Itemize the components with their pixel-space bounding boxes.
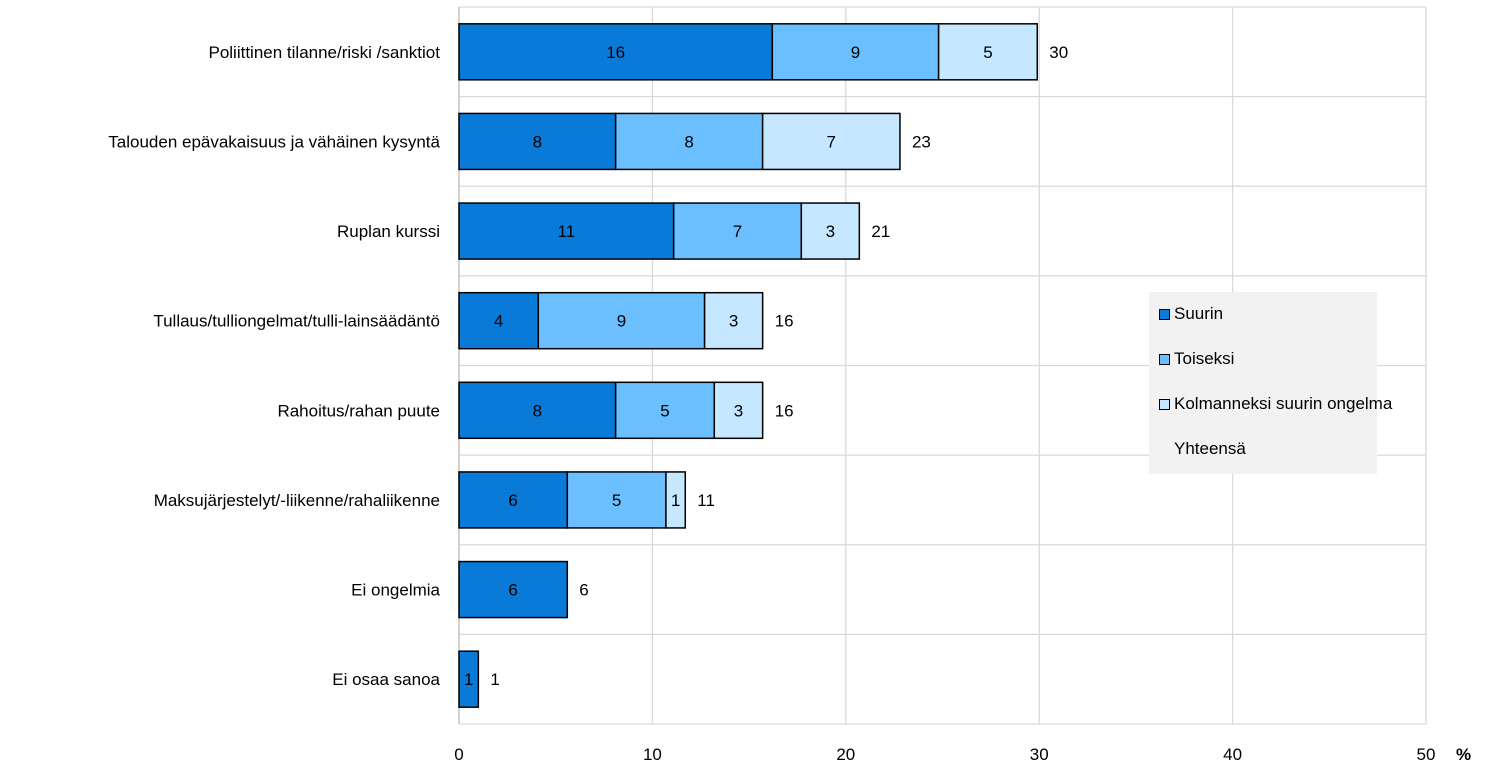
legend-label-yhteensa: Yhteensä <box>1174 439 1246 458</box>
bar-total-label: 30 <box>1049 43 1068 62</box>
bar-total-label: 21 <box>871 222 890 241</box>
bar-segment-label: 9 <box>851 43 860 62</box>
bar-total-label: 11 <box>697 491 715 510</box>
category-label: Poliittinen tilanne/riski /sanktiot <box>208 43 440 62</box>
bar-segment <box>771 23 940 81</box>
legend-item-toiseksi: Toiseksi <box>1159 348 1234 370</box>
category-labels: Poliittinen tilanne/riski /sanktiot Talou… <box>108 43 440 689</box>
legend-swatch-suurin <box>1159 308 1170 320</box>
bar-segment <box>800 202 861 260</box>
category-label: Rahoitus/rahan puute <box>277 401 440 420</box>
bar-total-label: 16 <box>775 401 794 420</box>
x-tick-label: 0 <box>454 745 463 764</box>
category-label: Maksujärjestelyt/-liikenne/rahaliikenne <box>154 491 440 510</box>
legend: Suurin Toiseksi Kolmanneksi suurin ongel… <box>1149 292 1392 474</box>
bar-segment <box>566 471 667 529</box>
legend-label-toiseksi: Toiseksi <box>1174 349 1235 368</box>
bar-segment-label: 7 <box>827 132 836 151</box>
bar-segment <box>458 23 774 81</box>
legend-swatch-kolmanneksi <box>1159 398 1170 410</box>
x-tick-label: 20 <box>836 745 855 764</box>
bar-segment <box>672 202 803 260</box>
bar-segment <box>614 381 716 440</box>
category-label: Ei ongelmia <box>351 581 440 600</box>
category-label: Ei osaa sanoa <box>332 670 440 689</box>
bar-segment <box>458 291 540 350</box>
bar-segment <box>761 112 901 171</box>
bar-segment-label: 8 <box>533 401 542 420</box>
x-unit-label: % <box>1456 745 1471 764</box>
x-tick-label: 10 <box>643 745 662 764</box>
bar-segment-label: 3 <box>826 222 835 241</box>
bar-segment <box>703 291 764 350</box>
category-label: Ruplan kurssi <box>337 222 440 241</box>
bar-segment-label: 5 <box>612 491 621 510</box>
bar-segment-label: 4 <box>494 312 503 331</box>
legend-label-kolmanneksi: Kolmanneksi suurin ongelma <box>1174 394 1393 413</box>
category-label: Tullaus/tulliongelmat/tulli-lainsäädäntö <box>153 312 440 331</box>
bar-segment <box>614 112 764 171</box>
bar-segment <box>713 381 764 440</box>
category-label: Talouden epävakaisuus ja vähäinen kysynt… <box>108 132 440 151</box>
bar-segment <box>458 650 480 708</box>
bar-segment-label: 16 <box>606 43 625 62</box>
bar-segment <box>537 291 706 350</box>
x-tick-label: 50 <box>1417 745 1436 764</box>
x-axis-ticks: 0 10 20 30 40 50 <box>454 745 1435 764</box>
bar-segment-label: 8 <box>684 132 693 151</box>
bar-segment-label: 8 <box>533 132 542 151</box>
bar-total-label: 23 <box>912 132 931 151</box>
bar-segment <box>665 471 687 529</box>
bar-total-label: 16 <box>775 312 794 331</box>
bar-segment-label: 11 <box>558 222 576 241</box>
bar-total-label: 1 <box>490 670 499 689</box>
legend-item-kolmanneksi: Kolmanneksi suurin ongelma <box>1159 393 1392 415</box>
legend-item-yhteensa: Yhteensä <box>1159 438 1246 460</box>
bar-total-label: 6 <box>579 581 588 600</box>
bar-segment <box>458 381 617 440</box>
bar-segment-label: 9 <box>617 312 626 331</box>
bar-segment-label: 5 <box>983 43 992 62</box>
bar-segment-label: 3 <box>729 312 738 331</box>
bar-segment <box>937 23 1039 81</box>
legend-item-suurin: Suurin <box>1159 303 1223 325</box>
bar-segment-label: 3 <box>734 401 743 420</box>
bar-segment-label: 6 <box>508 581 517 600</box>
legend-label-suurin: Suurin <box>1174 304 1224 323</box>
bar-segment <box>458 560 569 619</box>
bar-segment <box>458 202 675 260</box>
x-tick-label: 30 <box>1030 745 1049 764</box>
x-tick-label: 40 <box>1223 745 1242 764</box>
bar-segment-label: 7 <box>733 222 742 241</box>
legend-swatch-toiseksi <box>1159 353 1170 365</box>
legend-swatch-yhteensa <box>1159 444 1170 455</box>
bar-segment-label: 1 <box>464 670 473 689</box>
bar-segment-label: 5 <box>660 401 669 420</box>
bar-segment-label: 1 <box>671 491 680 510</box>
bar-segment-label: 6 <box>508 491 517 510</box>
